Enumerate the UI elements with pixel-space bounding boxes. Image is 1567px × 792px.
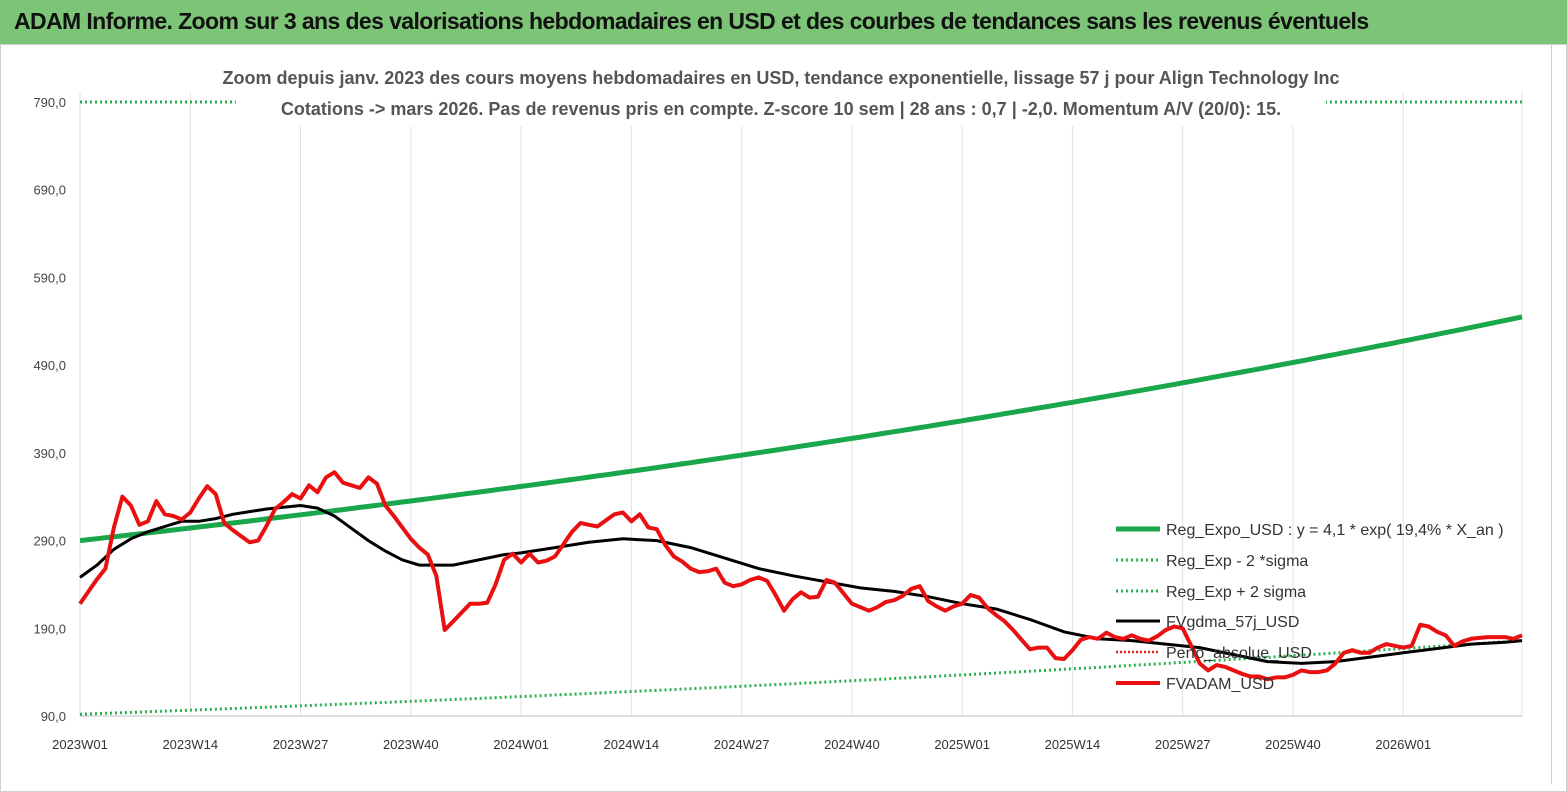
x-tick-label: 2026W01 [1375, 737, 1431, 752]
y-tick-label: 390,0 [33, 446, 66, 461]
legend-label-reg-minus: Reg_Exp - 2 *sigma [1166, 553, 1308, 570]
x-tick-label: 2024W01 [493, 737, 549, 752]
x-tick-label: 2024W14 [604, 737, 660, 752]
chart-title-line1: Zoom depuis janv. 2023 des cours moyens … [223, 68, 1340, 88]
x-tick-label: 2023W40 [383, 737, 439, 752]
series-line-reg-minus [79, 639, 1523, 716]
y-tick-label: 690,0 [33, 183, 66, 198]
y-tick-label: 490,0 [33, 358, 66, 373]
legend-label-fvgdma: FVgdma_57j_USD [1166, 614, 1299, 631]
x-tick-label: 2025W14 [1045, 737, 1101, 752]
grid-lines [79, 92, 1523, 717]
legend-label-fvadam: FVADAM_USD [1166, 676, 1274, 693]
frame-right-border [1551, 44, 1552, 784]
legend-label-reg-expo: Reg_Expo_USD : y = 4,1 * exp( 19,4% * X_… [1166, 522, 1504, 539]
series-line-fvadam [78, 470, 1523, 682]
x-tick-label: 2023W01 [52, 737, 108, 752]
x-tick-label: 2024W40 [824, 737, 880, 752]
series-line-reg-expo [79, 314, 1523, 544]
x-axis-ticks: 2023W01 2023W14 2023W27 2023W40 2024W01 2024W… [52, 737, 1431, 752]
chart-frame [0, 44, 1567, 792]
series-lines [78, 100, 1523, 716]
x-tick-label: 2024W27 [714, 737, 770, 752]
x-tick-label: 2025W01 [934, 737, 990, 752]
legend-label-reg-plus: Reg_Exp + 2 sigma [1166, 584, 1306, 601]
y-tick-label: 590,0 [33, 270, 66, 285]
y-tick-label: 790,0 [33, 95, 66, 110]
x-tick-label: 2025W40 [1265, 737, 1321, 752]
legend-label-perfo: Perfo_absolue_USD [1166, 645, 1312, 662]
y-tick-label: 190,0 [33, 621, 66, 636]
x-tick-label: 2023W14 [162, 737, 218, 752]
x-tick-label: 2023W27 [273, 737, 329, 752]
y-tick-label: 90,0 [41, 709, 66, 724]
x-tick-label: 2025W27 [1155, 737, 1211, 752]
subtitle-background [236, 62, 1326, 126]
y-tick-label: 290,0 [33, 534, 66, 549]
chart-title-line2: Cotations -> mars 2026. Pas de revenus p… [281, 99, 1281, 119]
series-line-fvgdma [79, 503, 1523, 665]
chart-legend: Reg_Expo_USD : y = 4,1 * exp( 19,4% * X_… [1116, 522, 1504, 693]
report-header: ADAM Informe. Zoom sur 3 ans des valoris… [0, 0, 1567, 45]
report-title: ADAM Informe. Zoom sur 3 ans des valoris… [14, 8, 1369, 34]
y-axis-ticks: 790,0 690,0 590,0 490,0 390,0 290,0 190,0 90,0 [33, 95, 66, 724]
